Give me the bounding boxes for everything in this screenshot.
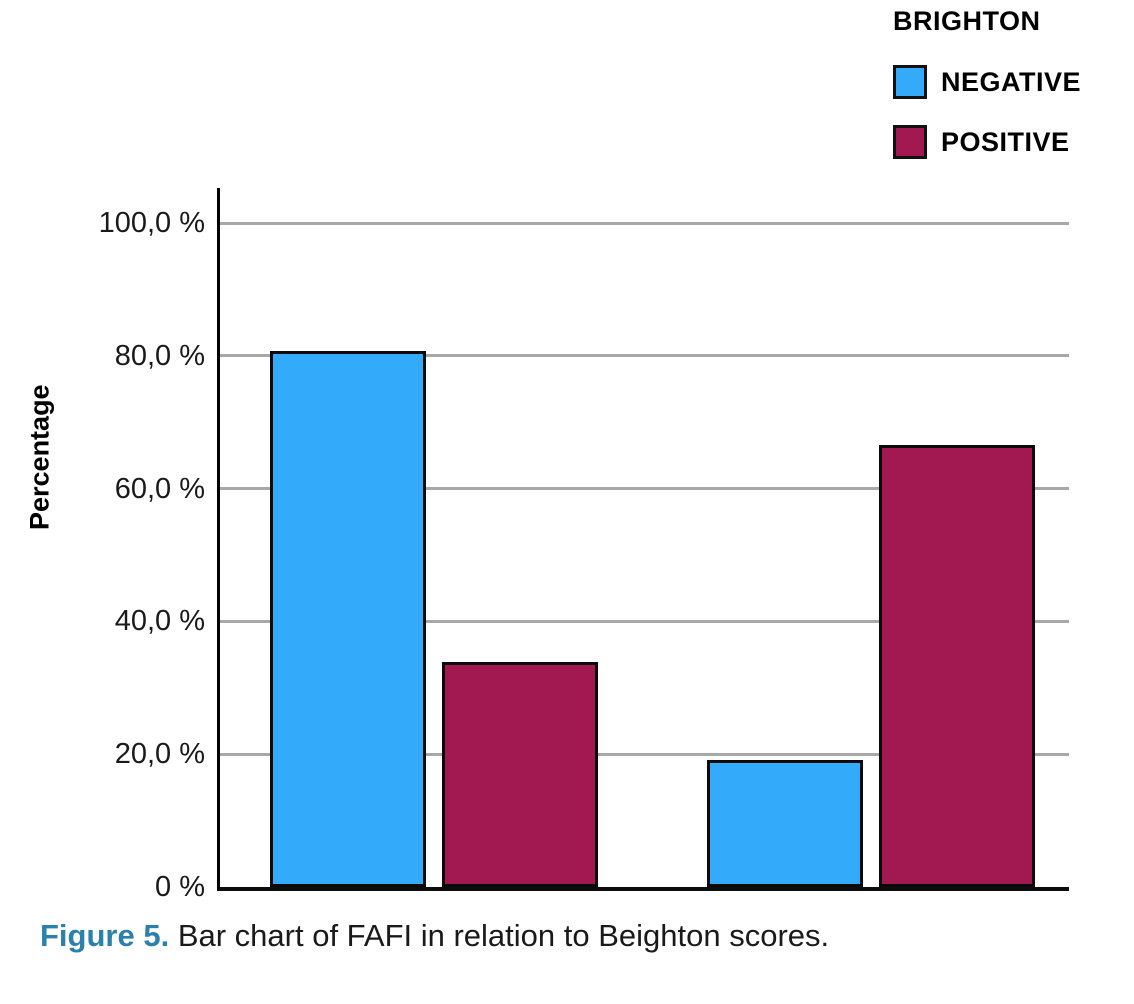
bar-group1-positive xyxy=(442,662,598,887)
bar-group2-positive xyxy=(879,445,1035,887)
bar-group1-negative xyxy=(270,351,426,887)
plot-area xyxy=(217,188,1069,891)
gridline-20pct xyxy=(220,752,1069,756)
y-tick-label-20: 20,0 % xyxy=(114,738,205,771)
gridline-80pct xyxy=(220,354,1069,358)
figure-caption-prefix: Figure 5. xyxy=(40,918,170,953)
legend-entry-negative: NEGATIVE xyxy=(893,65,1128,99)
gridline-100pct xyxy=(220,221,1069,225)
y-axis-tick-labels: 0 % 20,0 % 40,0 % 60,0 % 80,0 % 100,0 % xyxy=(0,188,205,903)
bar-group2-negative xyxy=(707,760,863,887)
legend-label: NEGATIVE xyxy=(941,66,1082,97)
y-tick-label-100: 100,0 % xyxy=(98,207,205,239)
legend-swatch-negative xyxy=(893,65,927,99)
y-tick-label-40: 40,0 % xyxy=(114,605,205,638)
chart-legend: BRIGHTON NEGATIVE POSITIVE xyxy=(893,6,1128,185)
figure-caption: Figure 5. Bar chart of FAFI in relation … xyxy=(40,918,1100,954)
gridline-40pct xyxy=(220,619,1069,623)
gridline-60pct xyxy=(220,487,1069,491)
legend-entries: NEGATIVE POSITIVE xyxy=(893,65,1128,159)
y-tick-label-60: 60,0 % xyxy=(114,472,205,505)
y-tick-label-0: 0 % xyxy=(155,871,205,903)
figure-caption-text: Bar chart of FAFI in relation to Beighto… xyxy=(169,918,830,953)
legend-title: BRIGHTON xyxy=(893,6,1041,36)
y-tick-label-80: 80,0 % xyxy=(114,339,205,372)
legend-swatch-positive xyxy=(893,125,927,159)
legend-entry-positive: POSITIVE xyxy=(893,125,1128,159)
legend-label: POSITIVE xyxy=(941,126,1070,157)
